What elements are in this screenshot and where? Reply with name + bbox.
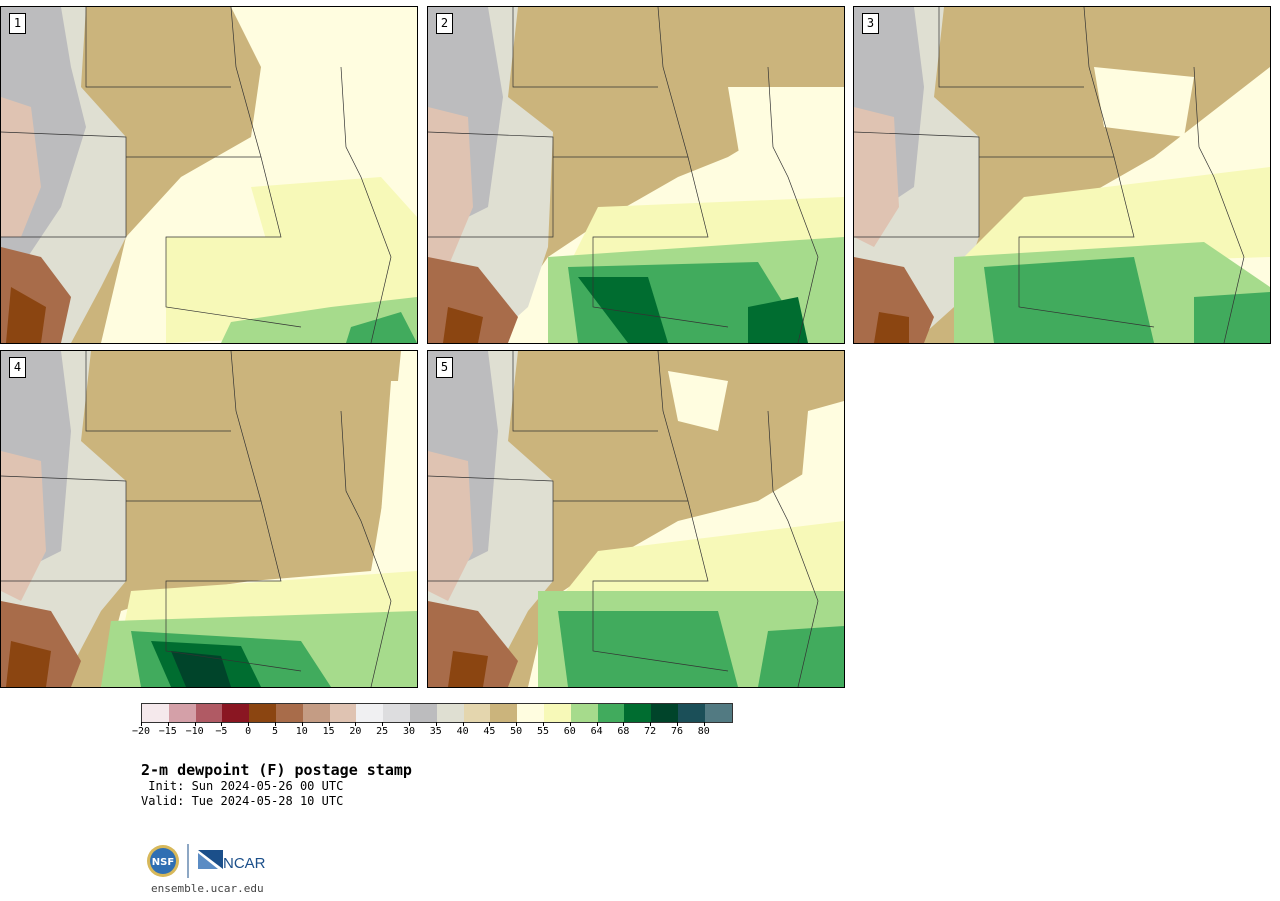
colorbar-tick-label: 40 <box>456 726 469 737</box>
colorbar-tick-label: 20 <box>349 726 362 737</box>
colorbar-tick-mark <box>623 722 625 726</box>
colorbar-legend: −20 −15 −10 −5 0 5 10 15 20 25 30 35 40 45 50 55 60 64 68 7… <box>132 703 733 739</box>
colorbar-tick-mark <box>194 722 196 726</box>
colorbar-tick-mark <box>650 722 652 726</box>
nsf-ncar-logo: NSF NCAR <box>147 844 266 878</box>
colorbar-tick-label: −5 <box>215 726 228 737</box>
colorbar-tick-mark <box>703 722 705 726</box>
colorbar-swatch <box>543 704 571 722</box>
member-number-label: 2 <box>436 13 453 34</box>
nsf-wordmark: NSF <box>152 857 174 868</box>
colorbar-tick-label: 30 <box>402 726 416 737</box>
init-time: Init: Sun 2024-05-26 00 UTC <box>141 779 344 793</box>
colorbar-swatch <box>517 704 544 722</box>
colorbar-tick-label: 35 <box>429 726 442 737</box>
colorbar-swatch <box>704 704 732 722</box>
colorbar-swatch <box>222 704 250 722</box>
colorbar-tick-mark <box>409 722 410 726</box>
colorbar-swatch <box>677 704 705 722</box>
colorbar-tick-mark <box>301 722 303 726</box>
colorbar-swatch <box>570 704 598 722</box>
colorbar-swatch <box>383 704 410 722</box>
ensemble-member-panel-3: 3 <box>853 6 1271 344</box>
colorbar-tick-label: 60 <box>563 726 576 737</box>
member-number-label: 3 <box>862 13 879 34</box>
colorbar-tick-mark <box>355 722 357 726</box>
colorbar-tick-label: −20 <box>131 726 151 737</box>
colorbar-swatch <box>168 704 196 722</box>
ensemble-member-panel-2: 2 <box>427 6 845 344</box>
nsf-logo-icon: NSF <box>147 845 179 877</box>
colorbar-tick-mark <box>596 722 598 726</box>
colorbar-tick-label: 0 <box>245 726 252 737</box>
colorbar-tick-mark <box>328 722 330 726</box>
colorbar-tick-label: −10 <box>185 726 204 737</box>
colorbar-swatch <box>356 704 384 722</box>
colorbar-tick-mark <box>141 722 142 726</box>
colorbar-swatch <box>490 704 518 722</box>
colorbar-tick-label: 76 <box>670 726 684 737</box>
colorbar-tick-label: 10 <box>295 726 308 737</box>
colorbar-tick-mark <box>569 722 571 726</box>
colorbar-tick-mark <box>275 722 276 726</box>
colorbar-tick-mark <box>221 722 223 726</box>
colorbar-swatch <box>195 704 223 722</box>
colorbar-tick-mark <box>677 722 678 726</box>
dewpoint-map-3 <box>854 7 1270 343</box>
colorbar-tick-label: 80 <box>697 726 710 737</box>
colorbar-tick-label: −15 <box>158 726 177 737</box>
colorbar-swatch <box>302 704 330 722</box>
member-number-label: 1 <box>9 13 26 34</box>
colorbar-tick-label: 72 <box>644 726 657 737</box>
ncar-wordmark: NCAR <box>223 855 266 872</box>
dewpoint-map-2 <box>428 7 844 343</box>
dewpoint-map-5 <box>428 351 844 687</box>
colorbar-ticks: −20 −15 −10 −5 0 5 10 15 20 25 30 35 40 45 50 55 60 64 68 7… <box>132 722 733 739</box>
colorbar-swatch <box>275 704 303 722</box>
colorbar-tick-mark <box>167 722 169 726</box>
colorbar-swatches <box>141 703 733 723</box>
colorbar-tick-mark <box>516 722 518 726</box>
colorbar-tick-label: 5 <box>271 726 279 737</box>
ncar-logo-icon: NCAR <box>198 850 266 872</box>
colorbar-tick-label: 64 <box>590 726 603 737</box>
ensemble-member-panel-4: 4 <box>0 350 418 688</box>
dewpoint-map-1 <box>1 7 417 343</box>
colorbar-tick-label: 68 <box>617 726 630 737</box>
colorbar-tick-label: 25 <box>376 726 389 737</box>
colorbar-tick-mark <box>543 722 544 726</box>
valid-time: Valid: Tue 2024-05-28 10 UTC <box>141 794 344 808</box>
colorbar-swatch <box>329 704 357 722</box>
colorbar-tick-mark <box>462 722 464 726</box>
colorbar-swatch <box>463 704 491 722</box>
colorbar-tick-mark <box>382 722 384 726</box>
dewpoint-map-4 <box>1 351 417 687</box>
colorbar-tick-mark <box>489 722 491 726</box>
colorbar-swatch <box>249 704 276 722</box>
chart-title: 2-m dewpoint (F) postage stamp <box>141 761 412 779</box>
colorbar-swatch <box>409 704 437 722</box>
colorbar-tick-mark <box>248 722 250 726</box>
colorbar-swatch <box>651 704 678 722</box>
colorbar-tick-label: 55 <box>536 726 550 737</box>
colorbar-tick-label: 15 <box>322 726 335 737</box>
colorbar-swatch <box>436 704 464 722</box>
member-number-label: 5 <box>436 357 453 378</box>
member-number-label: 4 <box>9 357 26 378</box>
ensemble-member-panel-5: 5 <box>427 350 845 688</box>
colorbar-swatch <box>142 704 169 722</box>
colorbar-tick-label: 50 <box>510 726 523 737</box>
footer-url[interactable]: ensemble.ucar.edu <box>151 882 264 895</box>
colorbar-swatch <box>624 704 652 722</box>
colorbar-swatch <box>597 704 625 722</box>
ensemble-member-panel-1: 1 <box>0 6 418 344</box>
colorbar-tick-label: 45 <box>483 726 496 737</box>
colorbar-tick-mark <box>435 722 437 726</box>
